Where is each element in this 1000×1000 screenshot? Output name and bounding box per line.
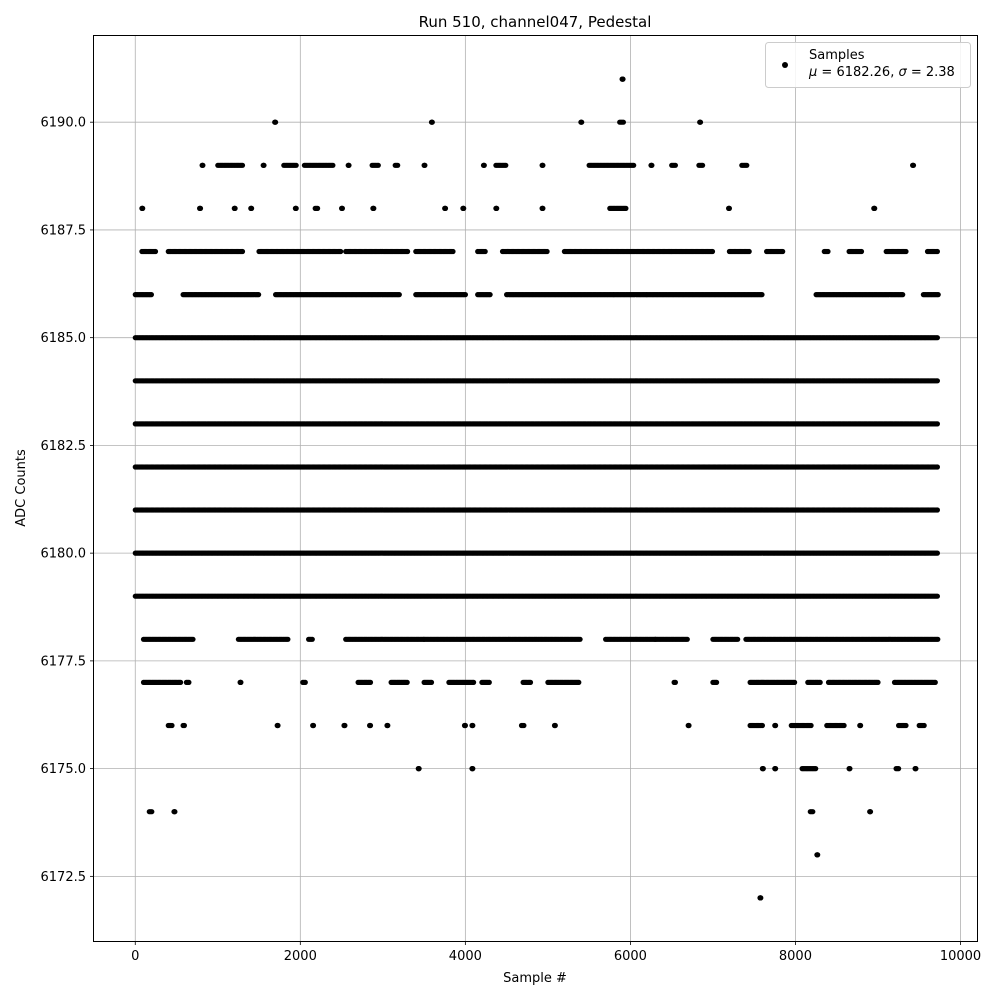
data-point xyxy=(577,636,583,642)
data-point xyxy=(684,636,690,642)
data-point xyxy=(934,593,941,599)
data-point xyxy=(934,507,941,513)
data-point xyxy=(934,378,941,384)
data-point xyxy=(934,335,941,341)
data-point xyxy=(735,636,741,642)
data-points xyxy=(132,76,941,901)
data-point xyxy=(309,636,315,642)
data-point xyxy=(190,636,196,642)
data-point xyxy=(934,421,941,427)
data-point xyxy=(934,464,941,470)
data-point xyxy=(285,636,291,642)
chart-title: Run 510, channel047, Pedestal xyxy=(419,13,652,31)
grid-lines xyxy=(94,36,977,941)
data-point xyxy=(934,550,941,556)
